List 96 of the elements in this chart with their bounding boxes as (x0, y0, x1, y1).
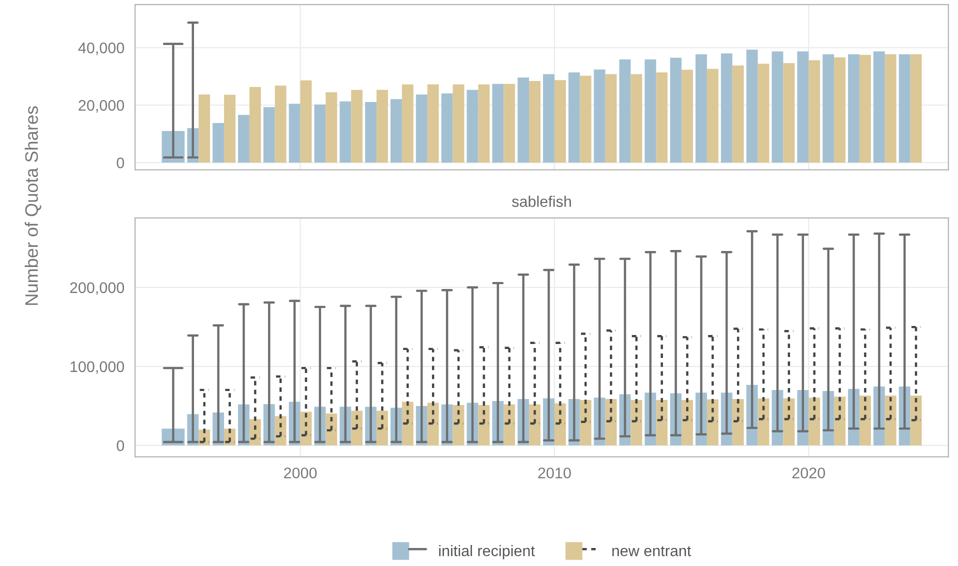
bar (427, 84, 439, 163)
bar (529, 80, 540, 163)
chart-title: sablefish (512, 196, 571, 207)
bar (783, 63, 795, 163)
bar (898, 54, 910, 163)
bar (340, 101, 352, 163)
bar (720, 53, 732, 163)
bar (656, 400, 668, 446)
bar (670, 58, 682, 163)
bar (605, 399, 617, 446)
x-tick-label: 2020 (792, 468, 826, 478)
bar (732, 65, 744, 163)
bar (758, 398, 770, 446)
bar (263, 107, 275, 163)
y-tick-label: 0 (116, 440, 124, 452)
bar (848, 54, 860, 163)
bar (594, 69, 606, 163)
bar (249, 87, 261, 163)
bar (568, 72, 580, 163)
bar (427, 402, 439, 446)
bar (351, 90, 363, 163)
bar (619, 59, 631, 163)
y-axis-title: Number of Quota Shares (24, 106, 42, 305)
bar (441, 93, 453, 163)
bar (478, 405, 490, 446)
bar (758, 64, 770, 163)
bar (326, 413, 338, 446)
legend-label: new entrant (612, 546, 692, 556)
bar (288, 104, 300, 163)
bar (212, 122, 224, 163)
bar (859, 396, 871, 446)
bar (326, 92, 338, 163)
bar (910, 54, 922, 163)
bar (376, 410, 388, 446)
y-tick-label: 20,000 (78, 100, 124, 113)
bar (859, 54, 871, 163)
bar (644, 59, 656, 163)
legend-label: initial recipient (439, 545, 535, 560)
bar (580, 76, 592, 163)
bar (314, 104, 326, 163)
bar (696, 54, 707, 163)
bar (884, 396, 896, 446)
bar (504, 404, 516, 446)
bar (706, 399, 718, 446)
bar (834, 57, 846, 163)
bar (452, 84, 464, 163)
bar (630, 74, 642, 163)
bar (529, 404, 540, 446)
bar (376, 90, 388, 163)
bar (518, 78, 530, 163)
bar (238, 114, 250, 163)
bar (910, 396, 922, 446)
bar (605, 74, 617, 163)
y-tick-label: 200,000 (70, 282, 124, 295)
bar (732, 399, 744, 446)
bar (772, 51, 784, 163)
bar (834, 396, 846, 446)
bar (492, 84, 504, 163)
y-tick-label: 100,000 (70, 361, 124, 374)
bar (274, 416, 286, 446)
y-tick-label: 40,000 (78, 42, 124, 56)
bar (808, 398, 820, 446)
bar (402, 84, 414, 163)
y-tick-label: 0 (116, 157, 124, 168)
bar (630, 400, 642, 446)
bar (746, 50, 758, 163)
bar (351, 410, 363, 446)
bar (224, 94, 236, 163)
bar (873, 51, 885, 163)
bar (884, 54, 896, 163)
bar (822, 54, 834, 163)
bar (706, 68, 718, 163)
bar (554, 403, 566, 446)
x-tick-label: 2010 (538, 468, 571, 478)
bar (300, 412, 312, 446)
bar (452, 405, 464, 446)
bar (797, 51, 809, 163)
bar (656, 72, 668, 163)
bar (580, 400, 592, 446)
bar (783, 398, 795, 446)
bar (274, 86, 286, 163)
bar (682, 70, 693, 163)
bar (402, 402, 414, 446)
bar (543, 74, 554, 163)
bar (478, 84, 490, 163)
bar (466, 90, 478, 163)
bar (554, 80, 566, 163)
bar (682, 400, 693, 446)
bar (365, 102, 377, 163)
x-tick-label: 2000 (284, 468, 317, 478)
bar (808, 60, 820, 163)
bar (390, 99, 402, 163)
bar (300, 80, 312, 163)
bar (416, 94, 428, 163)
bar (198, 94, 210, 163)
bar (504, 84, 516, 163)
